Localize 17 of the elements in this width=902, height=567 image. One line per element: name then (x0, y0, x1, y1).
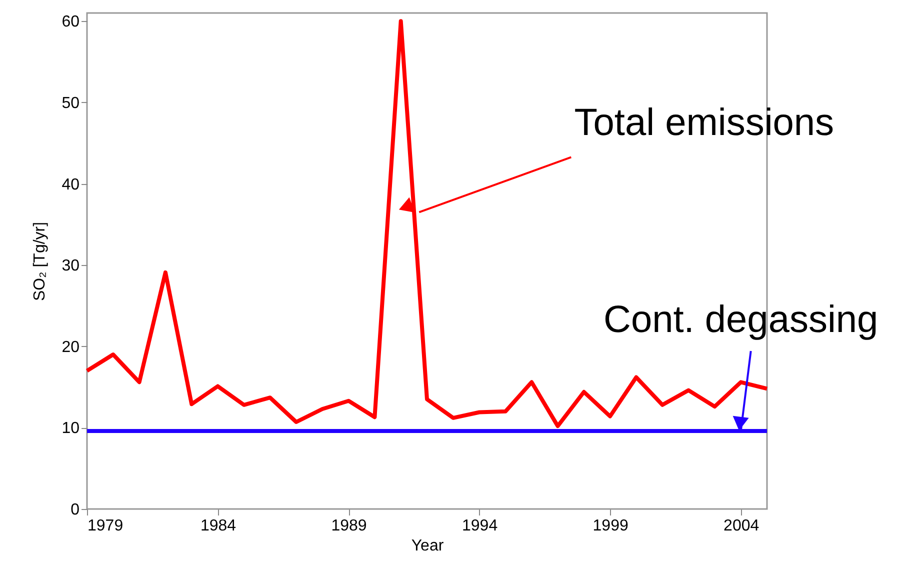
y-tick-label: 40 (62, 176, 80, 194)
y-axis-title: SO₂ [Tg/yr] (32, 222, 49, 302)
annotation: Total emissions (574, 102, 834, 144)
y-tick-label: 0 (70, 502, 80, 518)
x-tick-label: 2004 (724, 518, 760, 534)
x-tick-label: 1989 (331, 518, 367, 534)
x-axis-title: Year (411, 538, 444, 554)
x-tick-label: 1999 (592, 518, 628, 534)
annotation: Cont. degassing (604, 298, 878, 341)
y-tick-label: 10 (62, 420, 80, 438)
x-tick-label: 1984 (200, 518, 236, 534)
y-tick-label: 20 (62, 338, 80, 356)
y-tick-label: 30 (62, 258, 80, 275)
x-tick-label: 1994 (462, 518, 498, 534)
y-tick-label: 50 (62, 94, 80, 112)
y-tick-label: 60 (62, 14, 80, 31)
x-tick-label: 1979 (88, 518, 124, 534)
